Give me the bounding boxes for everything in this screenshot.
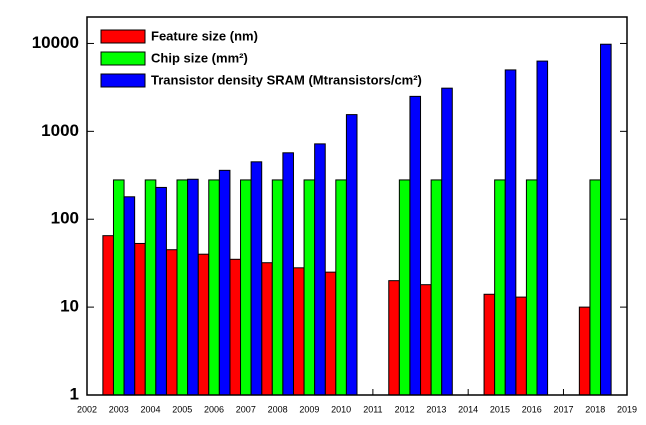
bar (335, 179, 347, 396)
bar (314, 143, 326, 396)
legend-swatch (100, 73, 146, 88)
bar (112, 179, 125, 396)
bar (303, 179, 316, 396)
bar (250, 161, 263, 396)
bar (536, 60, 549, 396)
y-tick-label: 100 (51, 209, 79, 228)
x-tick-label: 2004 (141, 404, 161, 414)
bar (187, 178, 199, 396)
bar (155, 186, 167, 396)
x-tick-label: 2008 (268, 404, 288, 414)
bar (515, 296, 527, 396)
bar (229, 258, 242, 396)
legend-swatch (100, 51, 146, 66)
bar (208, 179, 220, 396)
bar (134, 242, 146, 396)
y-tick-label: 10000 (32, 33, 79, 52)
bar (430, 179, 443, 396)
bar (123, 196, 136, 396)
x-tick-label: 2016 (522, 404, 542, 414)
x-tick-label: 2017 (553, 404, 573, 414)
bar (218, 169, 231, 396)
legend-swatch (100, 29, 146, 44)
x-tick-label: 2010 (331, 404, 351, 414)
x-tick-label: 2009 (299, 404, 319, 414)
bar (409, 95, 422, 396)
plot-frame (86, 16, 628, 396)
x-tick-label: 2006 (204, 404, 224, 414)
bar (261, 262, 273, 396)
bar (578, 306, 591, 396)
x-tick-label: 2015 (490, 404, 510, 414)
bar (398, 179, 411, 396)
x-tick-label: 2013 (426, 404, 446, 414)
legend-label: Chip size (mm²) (151, 50, 248, 65)
bar (525, 179, 538, 396)
x-tick-label: 2011 (363, 404, 382, 414)
bar (589, 179, 602, 396)
bar (271, 179, 284, 396)
bar (388, 280, 400, 396)
x-tick-label: 2002 (77, 404, 97, 414)
x-tick-label: 2005 (172, 404, 192, 414)
bar (441, 87, 453, 396)
x-tick-label: 2007 (236, 404, 256, 414)
bar (144, 179, 157, 396)
bar (176, 179, 189, 396)
bar (102, 235, 114, 396)
x-tick-label: 2018 (585, 404, 605, 414)
bar (420, 284, 432, 396)
bar (197, 253, 210, 396)
y-tick-label: 1000 (41, 121, 79, 140)
bar (504, 69, 517, 396)
bar (292, 267, 305, 396)
bar (483, 293, 496, 396)
y-tick-label: 1 (70, 384, 79, 403)
bar (345, 114, 358, 396)
legend-label: Transistor density SRAM (Mtransistors/cm… (151, 72, 422, 87)
bar (324, 271, 337, 396)
legend-label: Feature size (nm) (151, 28, 258, 43)
bar (240, 179, 252, 396)
x-tick-label: 2014 (458, 404, 478, 414)
bar (600, 43, 612, 396)
x-tick-label: 2012 (395, 404, 415, 414)
bar (282, 152, 294, 396)
bar (494, 179, 506, 396)
y-tick-label: 10 (60, 297, 79, 316)
bar (165, 249, 178, 396)
x-tick-label: 2019 (617, 404, 637, 414)
x-tick-label: 2003 (109, 404, 129, 414)
